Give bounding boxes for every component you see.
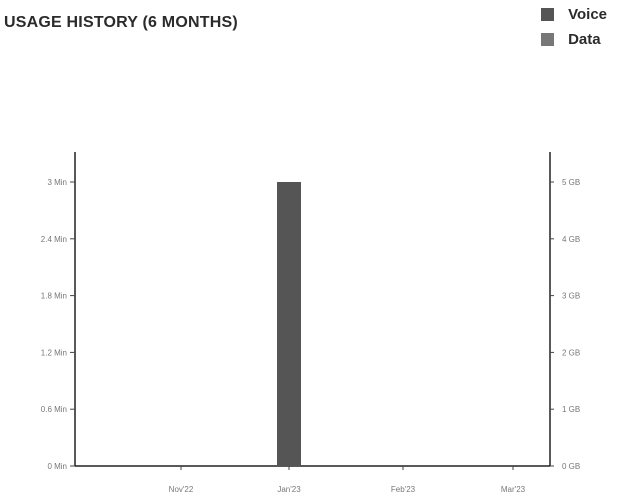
chart-title: USAGE HISTORY (6 MONTHS) (4, 14, 238, 31)
y-left-tick-label: 1.2 Min (41, 348, 67, 357)
legend-label-data: Data (568, 31, 601, 48)
y-right-tick-label: 5 GB (562, 178, 580, 187)
x-tick-label: Jan'23 (277, 485, 301, 494)
legend-swatch-data (541, 33, 555, 46)
y-left-tick-label: 0 Min (47, 462, 67, 471)
y-left-tick-label: 0.6 Min (41, 405, 67, 414)
y-right-tick-label: 4 GB (562, 235, 580, 244)
y-right-tick-label: 1 GB (562, 405, 580, 414)
y-left-tick-label: 2.4 Min (41, 235, 67, 244)
y-right-tick-label: 3 GB (562, 292, 580, 301)
y-right-tick-label: 0 GB (562, 462, 580, 471)
y-left-tick-label: 3 Min (47, 178, 67, 187)
y-left-tick-label: 1.8 Min (41, 292, 67, 301)
legend-item-voice[interactable]: Voice (541, 6, 607, 23)
x-tick-label: Feb'23 (391, 485, 416, 494)
x-tick-label: Nov'22 (169, 485, 194, 494)
bar-voice (277, 182, 301, 466)
legend: Voice Data (541, 6, 607, 56)
x-tick-label: Mar'23 (501, 485, 526, 494)
y-right-tick-label: 2 GB (562, 348, 580, 357)
legend-swatch-voice (541, 8, 555, 21)
legend-label-voice: Voice (568, 6, 607, 23)
legend-item-data[interactable]: Data (541, 31, 607, 48)
